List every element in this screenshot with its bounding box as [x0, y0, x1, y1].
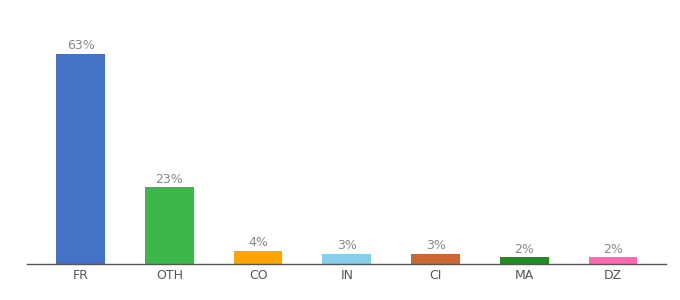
Text: 63%: 63%: [67, 39, 95, 52]
Bar: [500, 257, 549, 264]
Text: 4%: 4%: [248, 236, 268, 249]
Text: 2%: 2%: [603, 243, 623, 256]
Bar: [56, 54, 105, 264]
Bar: [322, 254, 371, 264]
Bar: [411, 254, 460, 264]
Bar: [145, 187, 194, 264]
Text: 2%: 2%: [514, 243, 534, 256]
Text: 3%: 3%: [426, 239, 445, 252]
Text: 23%: 23%: [156, 173, 183, 186]
Bar: [234, 251, 282, 264]
Text: 3%: 3%: [337, 239, 357, 252]
Bar: [589, 257, 637, 264]
